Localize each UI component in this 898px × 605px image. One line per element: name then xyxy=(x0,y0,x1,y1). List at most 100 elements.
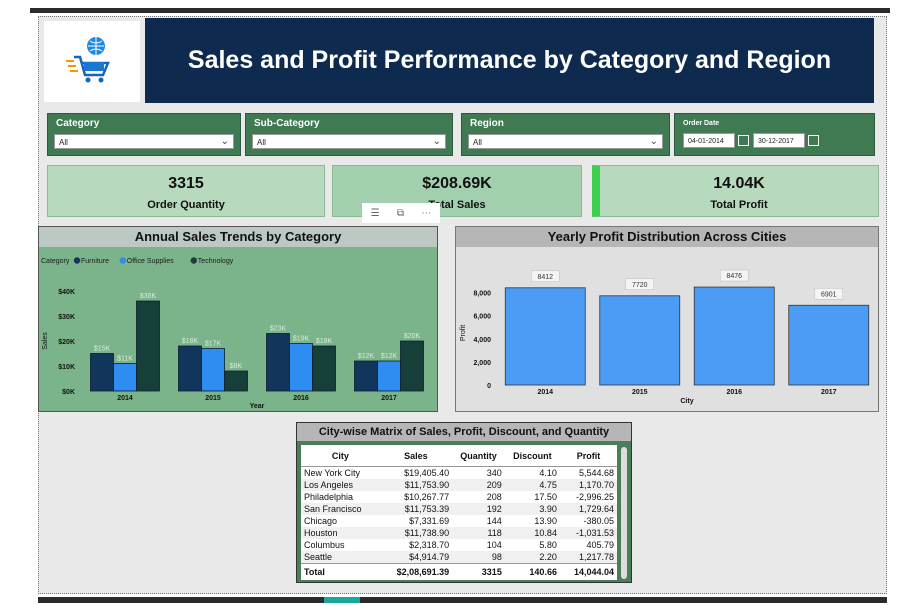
table-cell: 3.90 xyxy=(504,503,560,515)
logo xyxy=(44,21,140,102)
city-matrix[interactable]: City-wise Matrix of Sales, Profit, Disco… xyxy=(296,422,632,583)
calendar-icon[interactable] xyxy=(738,135,749,146)
table-row[interactable]: Houston $11,738.90 118 10.84 -1,031.53 xyxy=(301,527,617,539)
city-matrix-title: City-wise Matrix of Sales, Profit, Disco… xyxy=(297,423,631,441)
x-tick-label: 2015 xyxy=(205,395,221,402)
region-slicer-label: Region xyxy=(470,118,504,129)
yearly-profit-chart[interactable]: Yearly Profit Distribution Across Cities… xyxy=(455,226,879,412)
bar xyxy=(400,340,424,392)
sub-category-slicer[interactable]: Sub-Category All ⌄ xyxy=(245,113,453,156)
data-label: $23K xyxy=(270,326,287,333)
column-header[interactable]: Discount xyxy=(504,445,560,467)
table-row[interactable]: New York City $19,405.40 340 4.10 5,544.68 xyxy=(301,467,617,480)
x-tick-label: 2017 xyxy=(821,389,837,396)
column-header[interactable]: Quantity xyxy=(452,445,505,467)
total-profit-label: Total Profit xyxy=(710,199,768,211)
column-header[interactable]: Sales xyxy=(379,445,453,467)
table-cell: Chicago xyxy=(304,516,338,526)
y-tick-label: $10K xyxy=(58,364,75,371)
data-label: 6901 xyxy=(821,291,837,298)
legend-label: Technology xyxy=(198,258,234,265)
data-label-box xyxy=(531,270,560,283)
table-cell: 4.75 xyxy=(504,479,560,491)
total-cell: 14,044.04 xyxy=(559,563,617,580)
table-cell: 10.84 xyxy=(504,527,560,539)
category-slicer-label: Category xyxy=(56,118,100,129)
bar xyxy=(377,360,401,392)
column-header[interactable]: City xyxy=(301,445,380,467)
table-cell: San Francisco xyxy=(301,503,380,515)
x-axis-title: Year xyxy=(250,403,265,410)
data-label: 7720 xyxy=(632,282,648,289)
data-label: $11K xyxy=(117,356,133,363)
table-row[interactable]: Columbus $2,318.70 104 5.80 405.79 xyxy=(301,539,617,551)
table-cell: -1,031.53 xyxy=(559,527,617,539)
y-tick-label: 0 xyxy=(487,383,491,390)
filter-icon[interactable]: ☰ xyxy=(370,207,380,219)
bar xyxy=(599,295,681,386)
table-row[interactable]: Los Angeles $11,753.90 209 4.75 1,170.70 xyxy=(301,479,617,491)
total-sales-card: $208.69K Total Sales xyxy=(332,165,582,217)
y-tick-label: 2,000 xyxy=(473,360,491,367)
total-cell: 140.66 xyxy=(504,563,560,580)
table-cell: Philadelphia xyxy=(304,492,354,502)
table-cell: 1,217.78 xyxy=(559,551,617,564)
table-cell: $11,753.90 xyxy=(379,479,453,491)
data-label: $8K xyxy=(230,363,243,370)
sub-category-slicer-label: Sub-Category xyxy=(254,118,320,129)
region-dropdown[interactable]: All ⌄ xyxy=(468,134,663,149)
total-sales-value: $208.69K xyxy=(422,175,492,192)
focus-mode-icon[interactable]: ⧉ xyxy=(396,207,405,219)
order-quantity-label: Order Quantity xyxy=(147,199,225,211)
order-date-slicer[interactable]: Order Date 04-01-2014 30-12-2017 xyxy=(674,113,875,156)
end-date-input[interactable]: 30-12-2017 xyxy=(753,133,805,148)
column-header[interactable]: Profit xyxy=(559,445,617,467)
bar xyxy=(504,287,586,386)
region-dropdown-value: All xyxy=(473,138,482,147)
calendar-icon[interactable] xyxy=(808,135,819,146)
y-tick-label: 4,000 xyxy=(473,337,491,344)
yearly-profit-chart-title: Yearly Profit Distribution Across Cities xyxy=(456,227,878,247)
table-cell: 104 xyxy=(486,540,502,550)
y-tick-label: 8,000 xyxy=(473,291,491,298)
total-cell: $2,08,691.39 xyxy=(379,563,453,580)
table-cell: 340 xyxy=(486,468,502,478)
legend-title: Category xyxy=(41,258,70,265)
table-cell: 1,729.64 xyxy=(559,503,617,515)
region-slicer[interactable]: Region All ⌄ xyxy=(461,113,670,156)
table-cell: $4,914.79 xyxy=(379,551,453,564)
bar xyxy=(224,370,248,392)
table-row[interactable]: Philadelphia $10,267.77 208 17.50 -2,996.25 xyxy=(301,491,617,503)
top-bar xyxy=(0,0,898,16)
end-date-value: 30-12-2017 xyxy=(758,138,794,145)
city-matrix-table: City Sales Quantity Discount Profit New York… xyxy=(301,445,617,580)
table-row[interactable]: Chicago $7,331.69 144 13.90 -380.05 xyxy=(301,515,617,527)
data-label: $17K xyxy=(205,341,222,348)
table-cell: 2.20 xyxy=(504,551,560,564)
table-row[interactable]: Seattle $4,914.79 98 2.20 1,217.78 xyxy=(301,551,617,564)
annual-sales-chart[interactable]: Annual Sales Trends by Category Category… xyxy=(38,226,438,412)
legend-marker xyxy=(190,257,197,264)
category-slicer[interactable]: Category All ⌄ xyxy=(47,113,241,156)
table-row[interactable]: San Francisco $11,753.39 192 3.90 1,729.64 xyxy=(301,503,617,515)
bar xyxy=(266,333,290,392)
chevron-down-icon: ⌄ xyxy=(649,136,658,147)
more-options-icon[interactable]: ⋯ xyxy=(421,207,432,219)
top-bar-strip xyxy=(30,8,890,13)
bar xyxy=(354,360,378,392)
total-profit-value: 14.04K xyxy=(713,175,765,192)
sub-category-dropdown[interactable]: All ⌄ xyxy=(252,134,446,149)
table-cell: 5.80 xyxy=(539,540,557,550)
legend-label: Office Supplies xyxy=(127,258,174,265)
bar xyxy=(693,286,775,386)
start-date-input[interactable]: 04-01-2014 xyxy=(683,133,735,148)
total-row: Total $2,08,691.39 3315 140.66 14,044.04 xyxy=(301,563,617,580)
table-cell: 405.79 xyxy=(586,540,614,550)
matrix-scrollbar[interactable] xyxy=(621,447,627,579)
table-cell: $19,405.40 xyxy=(404,468,450,478)
data-label: $18K xyxy=(182,338,199,345)
data-label: $36K xyxy=(140,293,157,300)
category-dropdown[interactable]: All ⌄ xyxy=(54,134,234,149)
y-axis-title: Profit xyxy=(460,325,467,341)
data-label: $12K xyxy=(381,353,398,360)
